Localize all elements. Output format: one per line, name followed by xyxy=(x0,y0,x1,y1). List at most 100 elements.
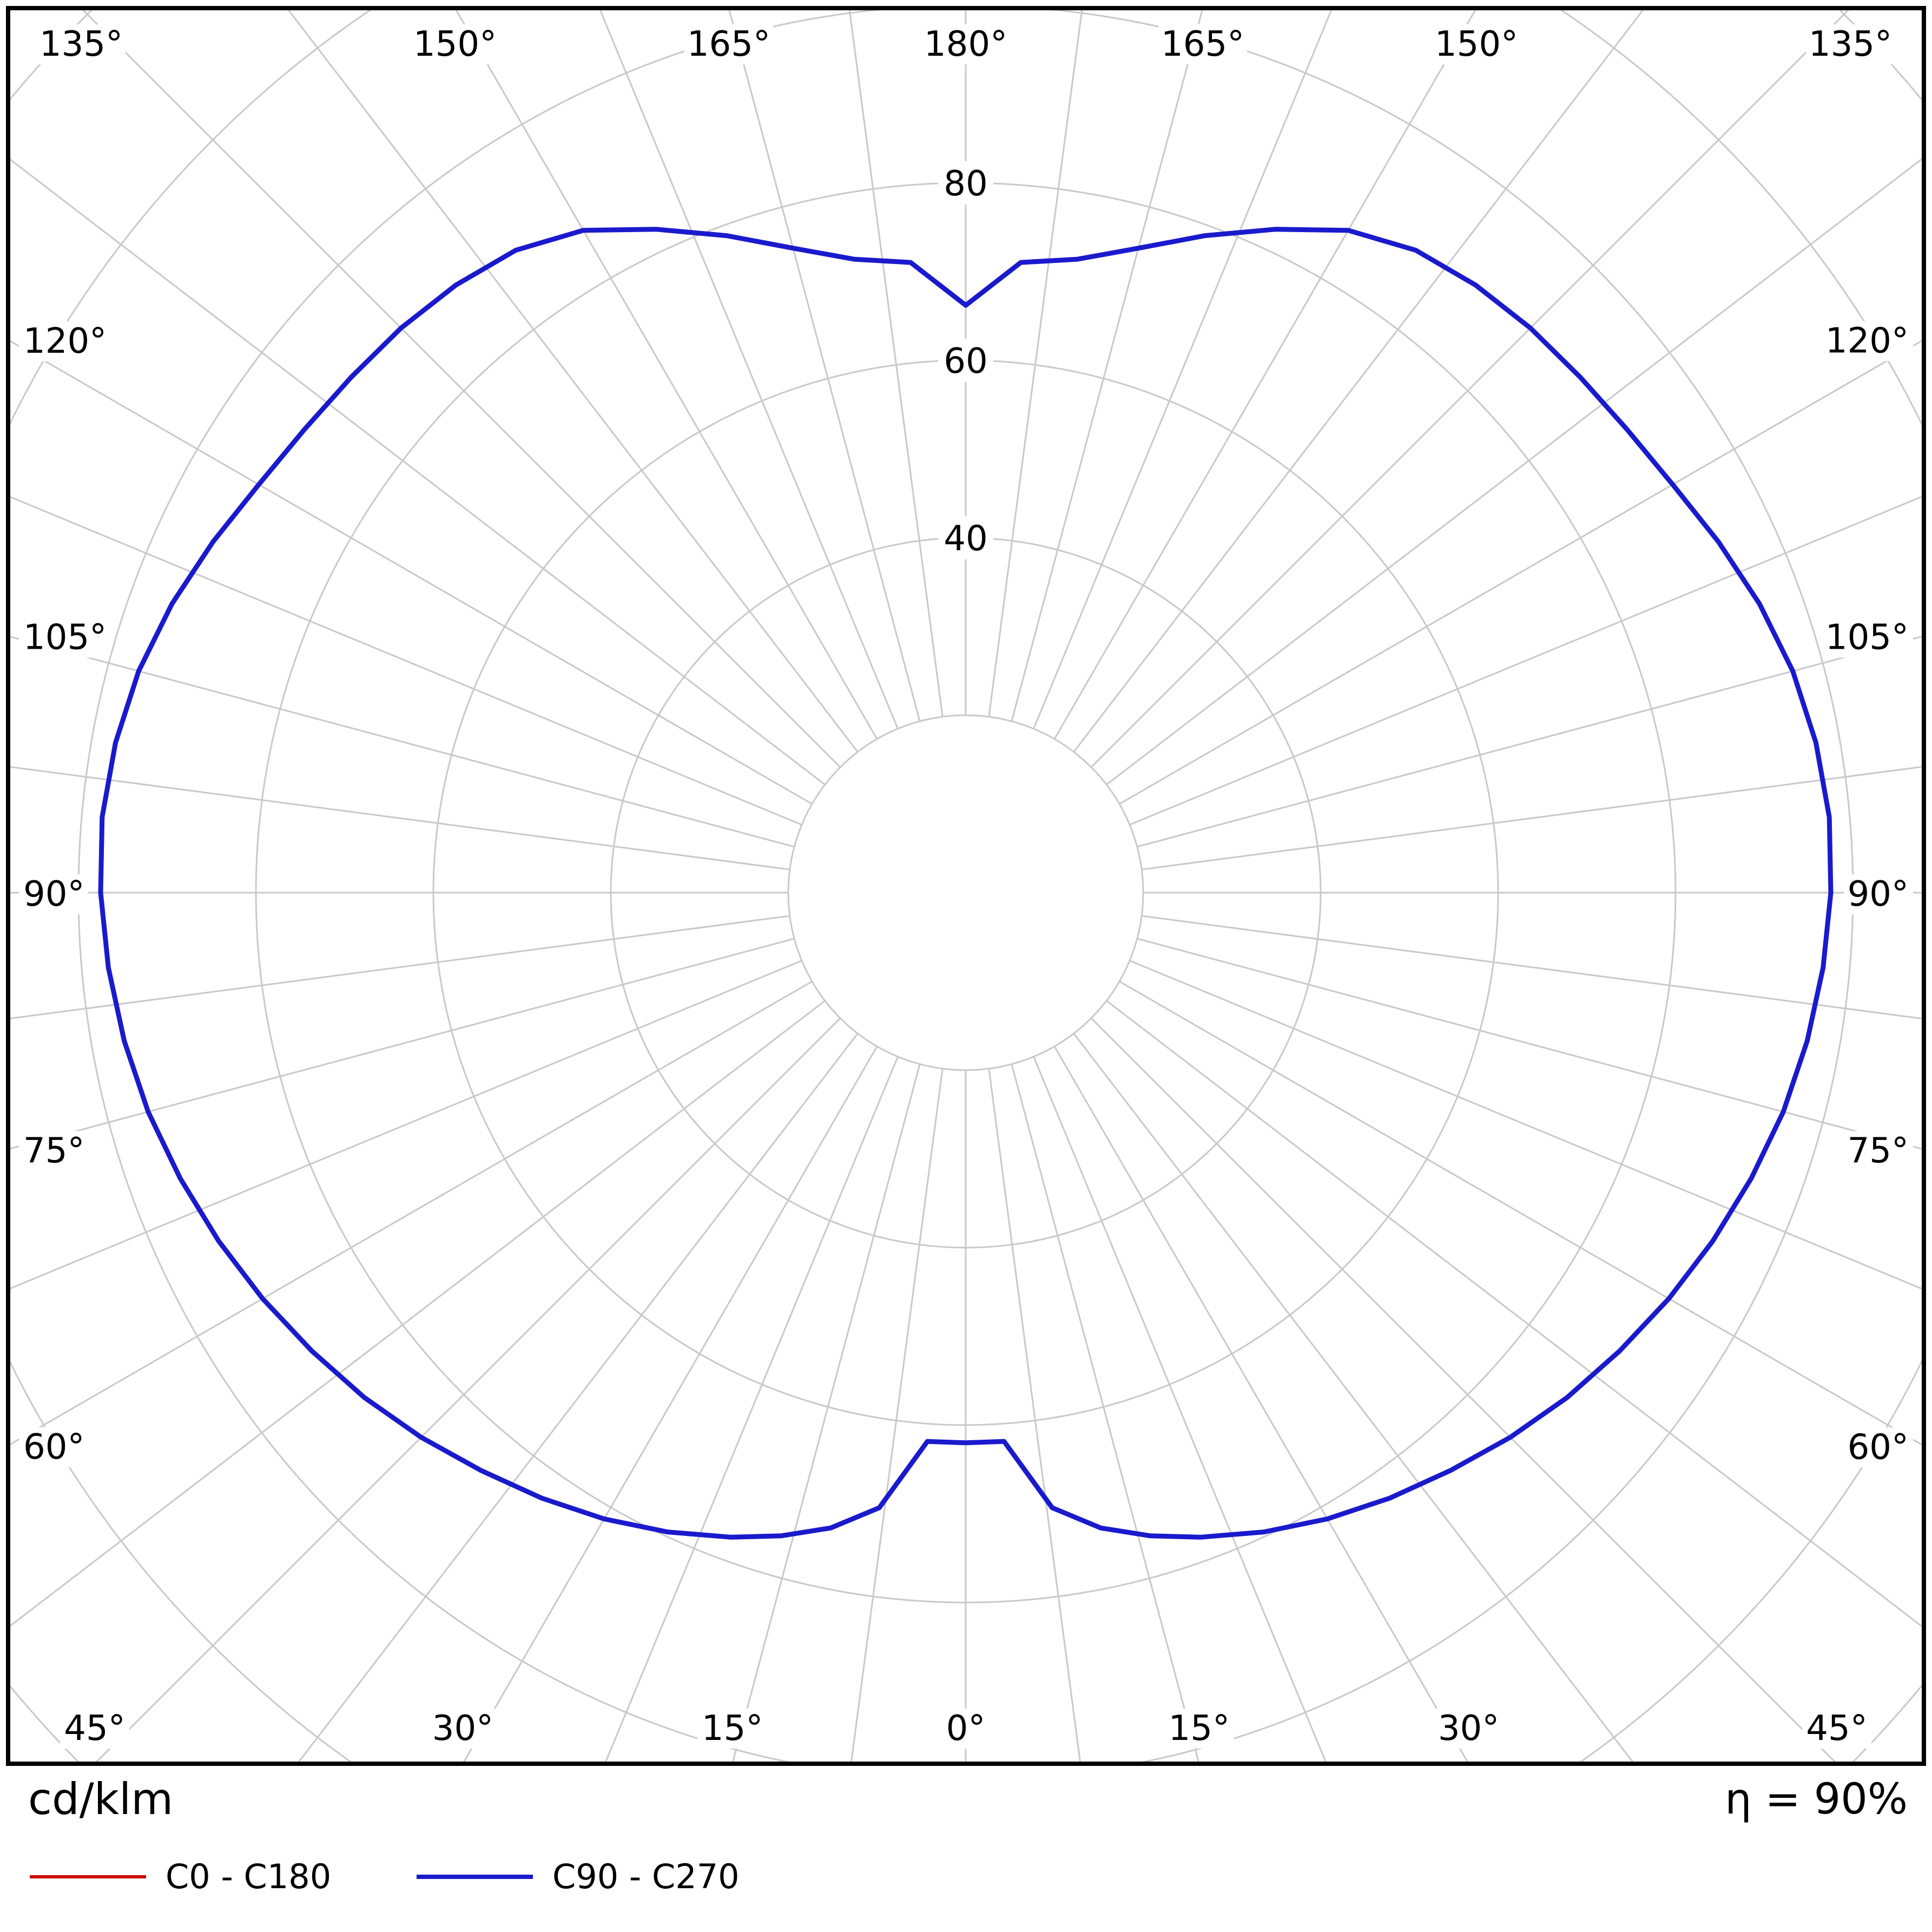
angle-label-mask xyxy=(684,24,773,64)
angle-gridline xyxy=(1137,938,1922,1150)
angle-gridline xyxy=(82,10,841,768)
angle-gridline xyxy=(1033,1056,1327,1762)
angle-gridline xyxy=(10,1000,826,1627)
angle-gridline xyxy=(10,496,802,826)
angle-label: 30° xyxy=(1438,1709,1499,1749)
angle-gridline xyxy=(1090,10,1850,768)
angle-label: 105° xyxy=(1825,617,1909,657)
legend-label-c90-c270: C90 - C270 xyxy=(552,1857,740,1896)
tick-label-mask xyxy=(938,161,993,205)
angle-label: 0° xyxy=(946,1709,986,1749)
angle-label: 30° xyxy=(432,1709,493,1749)
radial-gridline xyxy=(787,714,1144,1071)
angle-gridline xyxy=(1119,340,1922,805)
angle-label: 90° xyxy=(23,874,84,914)
angle-label: 15° xyxy=(1169,1709,1230,1749)
angle-gridline xyxy=(1106,1000,1922,1627)
angle-label-mask xyxy=(1824,617,1913,658)
angle-gridline xyxy=(1090,1017,1836,1762)
radial-tick-label: 40 xyxy=(944,519,987,559)
angle-label-mask xyxy=(37,24,126,64)
angle-gridline xyxy=(455,10,878,740)
angle-label-mask xyxy=(1164,1709,1234,1749)
angle-gridline xyxy=(605,1056,899,1762)
angle-gridline xyxy=(1011,1064,1199,1762)
angle-gridline xyxy=(1129,496,1922,826)
angle-label-mask xyxy=(1802,1709,1871,1749)
angle-label-mask xyxy=(1844,1131,1913,1171)
angle-gridline xyxy=(988,10,1083,717)
angle-label: 60° xyxy=(1848,1427,1909,1467)
radial-tick-label: 80 xyxy=(944,164,987,204)
tick-label-mask xyxy=(938,516,993,559)
angle-label-mask xyxy=(19,1427,88,1467)
angle-label: 165° xyxy=(1161,24,1244,64)
angle-gridline xyxy=(732,1064,921,1762)
angle-label-mask xyxy=(411,24,500,64)
curve-C90-C270 xyxy=(98,227,1834,1540)
angle-label: 135° xyxy=(1809,24,1892,64)
angle-gridline xyxy=(10,636,795,848)
angle-gridline xyxy=(1073,1033,1634,1762)
axis-labels: 40 60 80 0° 15° 15° 30° 30° 45° 45° 60° 60° 75° 75° 90… xyxy=(19,24,1913,1749)
angle-label: 90° xyxy=(1848,874,1909,914)
angle-gridline xyxy=(95,1017,841,1762)
angle-gridline xyxy=(599,10,899,729)
angle-gridline xyxy=(1141,766,1922,871)
angle-gridline xyxy=(848,10,944,717)
angle-label-mask xyxy=(428,1709,498,1749)
angle-label-mask xyxy=(1806,24,1895,64)
angle-gridline xyxy=(10,915,790,1020)
plot-frame xyxy=(6,6,1926,1766)
angle-label-mask xyxy=(1824,321,1913,361)
angle-gridline xyxy=(1033,10,1333,729)
angle-gridline xyxy=(463,1046,878,1762)
unit-label: cd/klm xyxy=(28,1774,174,1824)
angle-label: 135° xyxy=(39,24,123,64)
angle-label-mask xyxy=(1434,1709,1504,1749)
angle-gridline xyxy=(1119,980,1922,1446)
angle-label-mask xyxy=(19,617,108,658)
angle-gridline xyxy=(1129,960,1922,1290)
angle-gridline xyxy=(1053,1046,1468,1762)
angle-label: 150° xyxy=(413,24,497,64)
legend-item-c90-c270: C90 - C270 xyxy=(417,1857,740,1896)
legend-swatch-c0-c180-line xyxy=(30,1875,146,1878)
angle-gridline xyxy=(10,340,813,805)
angle-label: 120° xyxy=(23,321,107,361)
angle-label: 165° xyxy=(687,24,770,64)
legend-item-c0-c180: C0 - C180 xyxy=(30,1857,331,1896)
angle-label-mask xyxy=(1844,1427,1913,1468)
angle-gridline xyxy=(1073,10,1644,753)
angle-gridline xyxy=(10,938,795,1150)
angle-label: 150° xyxy=(1435,24,1518,64)
tick-label-mask xyxy=(938,339,993,382)
legend-swatch-c90-c270-line xyxy=(417,1874,533,1879)
angle-gridline xyxy=(850,1068,944,1762)
angle-gridline xyxy=(10,980,813,1446)
angle-gridline xyxy=(10,766,790,871)
angle-gridline xyxy=(1141,915,1922,1020)
angle-label-mask xyxy=(19,321,108,362)
angle-gridline xyxy=(10,960,802,1290)
angle-label-mask xyxy=(1844,874,1913,914)
angle-label-mask xyxy=(921,24,1010,64)
angle-label-mask xyxy=(60,1709,129,1749)
angle-label-mask xyxy=(941,1709,991,1749)
angle-gridline xyxy=(298,1033,859,1762)
angle-label: 120° xyxy=(1825,321,1909,361)
angle-label: 180° xyxy=(924,24,1007,64)
efficiency-label: η = 90% xyxy=(1725,1775,1908,1824)
angle-label: 45° xyxy=(64,1709,125,1749)
angle-gridline xyxy=(10,159,826,786)
angle-label: 45° xyxy=(1806,1709,1867,1749)
angle-gridline xyxy=(1053,10,1476,740)
angle-gridline xyxy=(287,10,859,753)
angle-gridline xyxy=(1106,158,1922,786)
angle-label-mask xyxy=(1432,24,1521,64)
angle-label: 60° xyxy=(23,1427,84,1467)
angle-label: 75° xyxy=(1848,1131,1909,1171)
angle-gridline xyxy=(728,10,921,722)
